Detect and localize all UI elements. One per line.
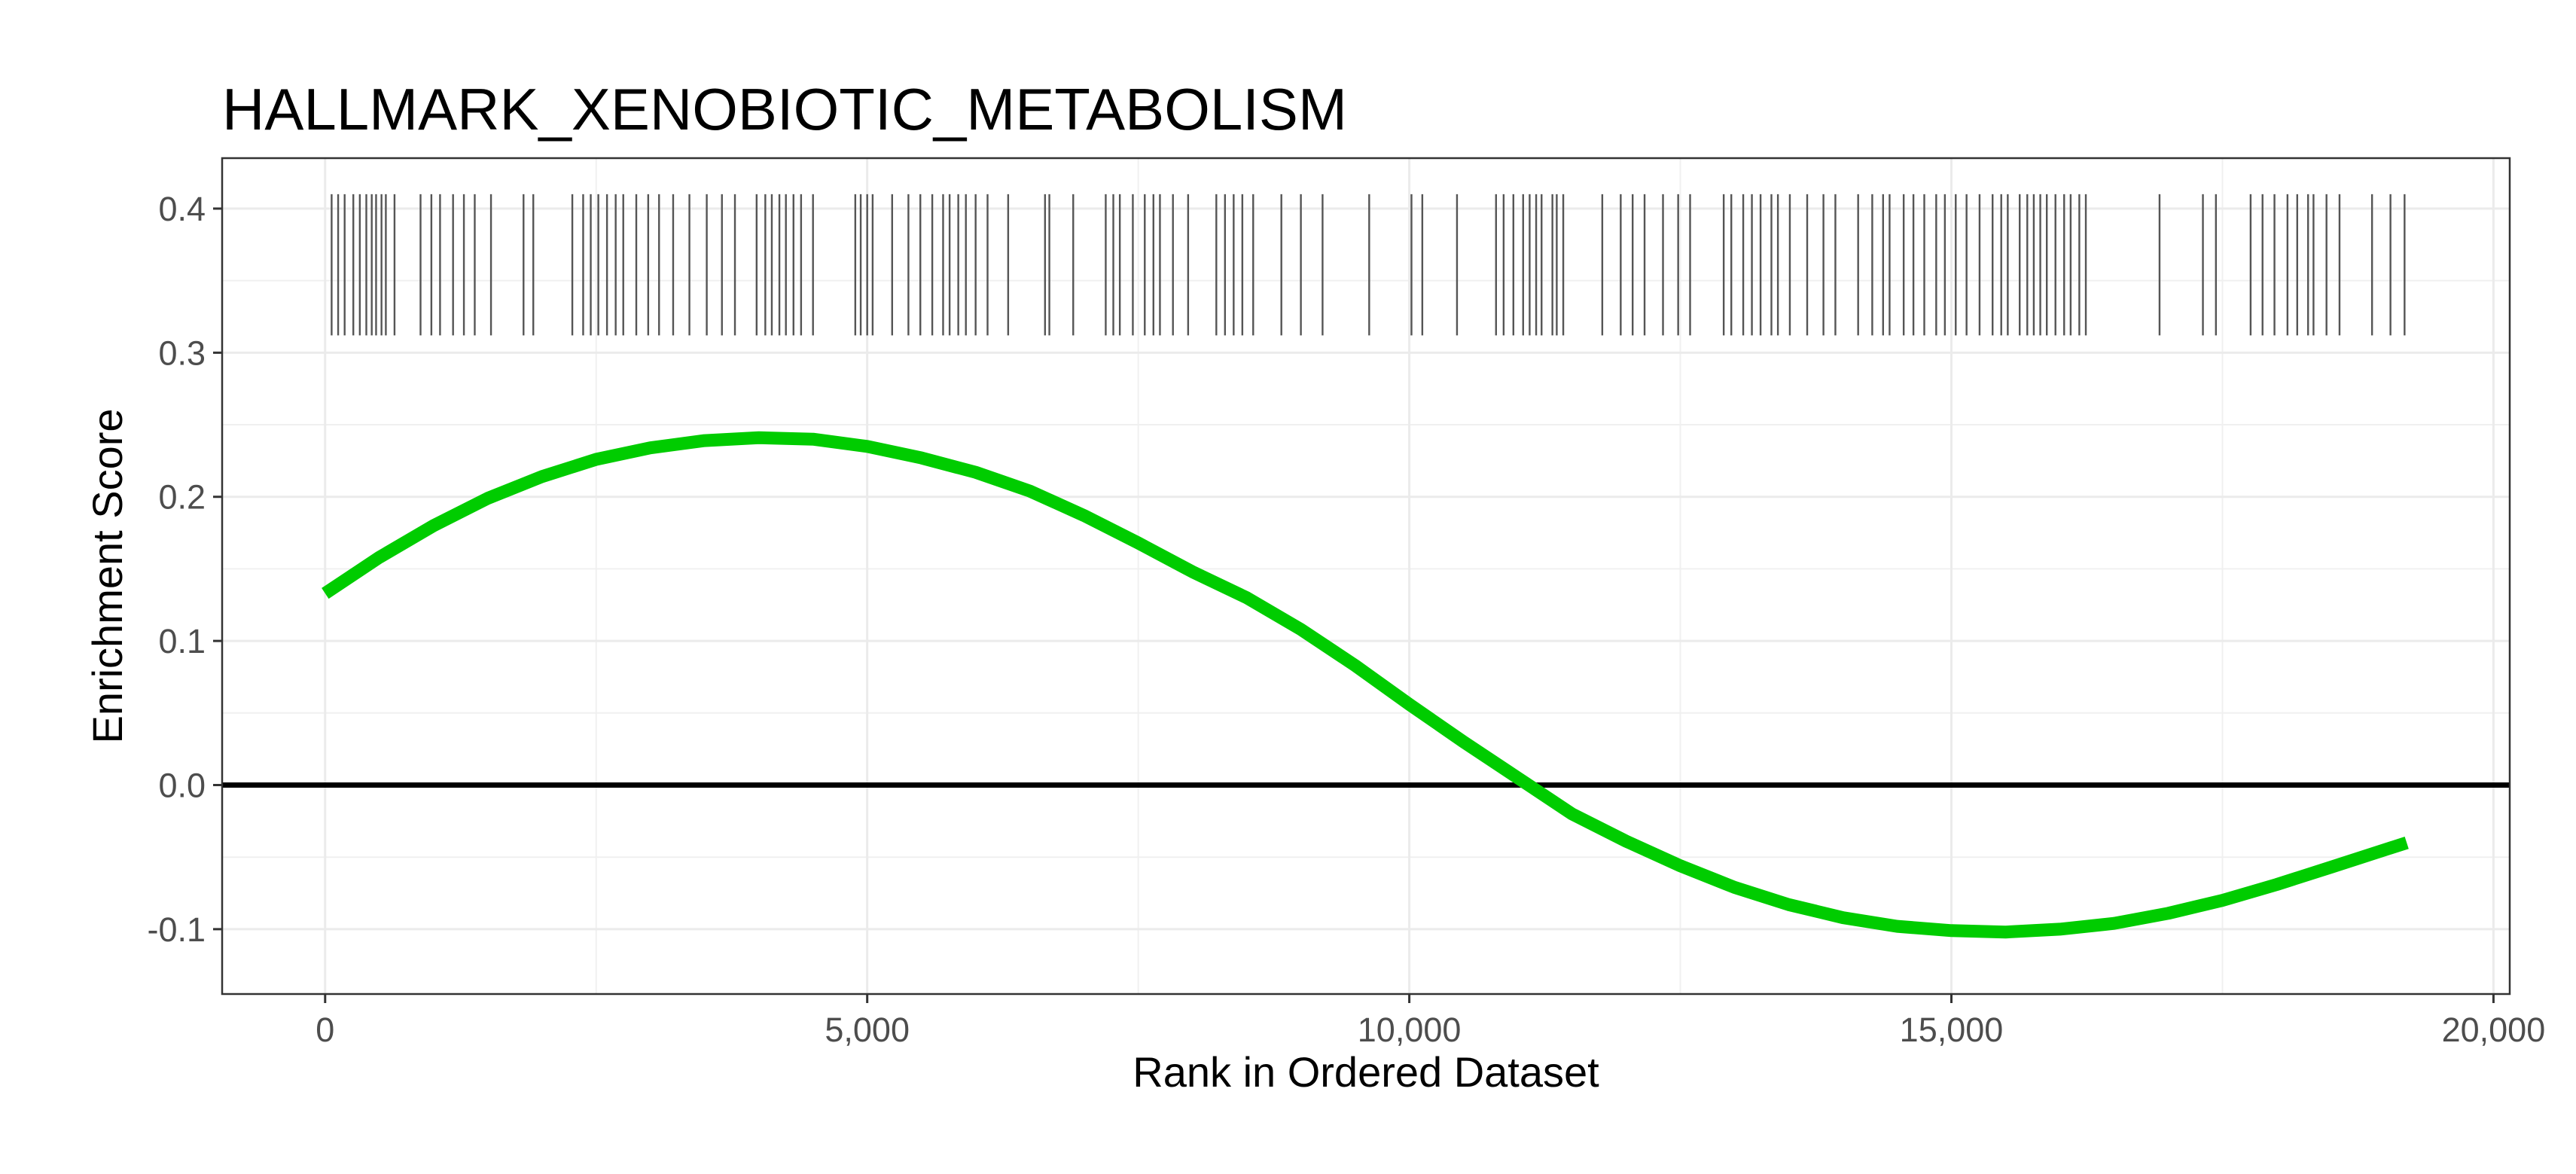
plot-border [221, 157, 2511, 996]
enrichment-score-curve [322, 431, 2409, 939]
y-tick-label: -0.1 [147, 910, 206, 949]
x-tick-label: 15,000 [1900, 1011, 2004, 1049]
y-tick-label: 0.0 [158, 767, 206, 805]
x-tick-label: 10,000 [1358, 1011, 1462, 1049]
y-tick-label: 0.2 [158, 478, 206, 517]
x-tick-label: 0 [316, 1011, 334, 1049]
x-tick-label: 20,000 [2442, 1011, 2546, 1049]
plot-background [222, 158, 2510, 994]
minor-grid [222, 158, 2510, 994]
y-axis-title: Enrichment Score [84, 408, 131, 743]
x-axis: 0 5,000 10,000 15,000 20,000 [316, 994, 2545, 1049]
x-axis-title: Rank in Ordered Dataset [1133, 1048, 1599, 1096]
y-tick-label: 0.3 [158, 334, 206, 372]
chart-title: HALLMARK_XENOBIOTIC_METABOLISM [222, 76, 1347, 142]
y-tick-label: 0.1 [158, 622, 206, 660]
y-axis: -0.1 0.0 0.1 0.2 0.3 0.4 [147, 190, 222, 949]
gene-hit-ticks [331, 194, 2406, 336]
y-tick-label: 0.4 [158, 190, 206, 228]
x-tick-label: 5,000 [825, 1011, 910, 1049]
